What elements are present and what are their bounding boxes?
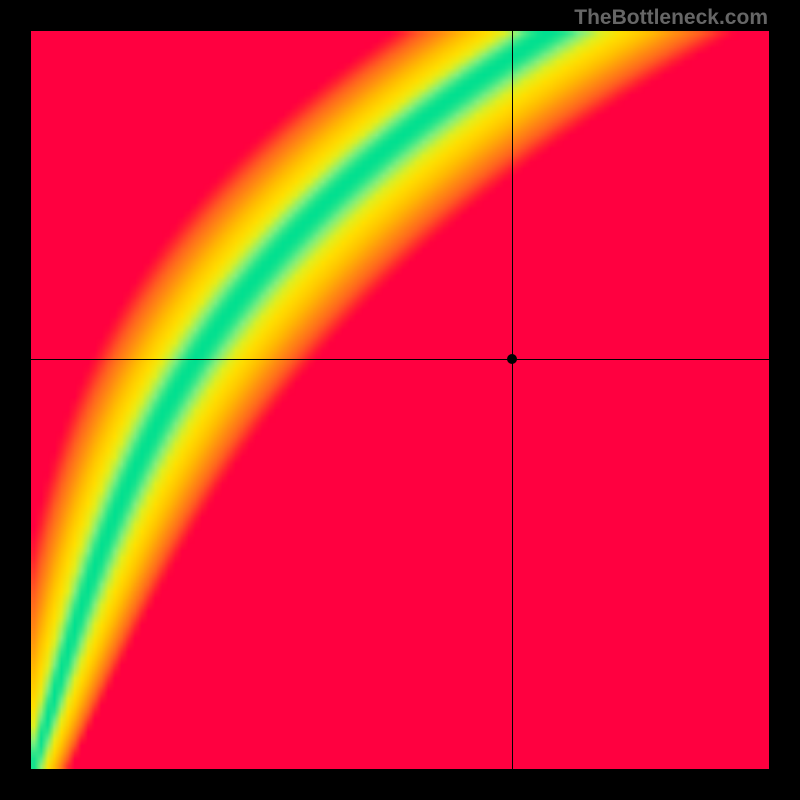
crosshair-horizontal <box>31 359 769 360</box>
crosshair-marker <box>507 354 517 364</box>
watermark-text: TheBottleneck.com <box>574 6 768 30</box>
crosshair-vertical <box>512 31 513 769</box>
heatmap-canvas <box>31 31 769 769</box>
heatmap-chart <box>31 31 769 769</box>
